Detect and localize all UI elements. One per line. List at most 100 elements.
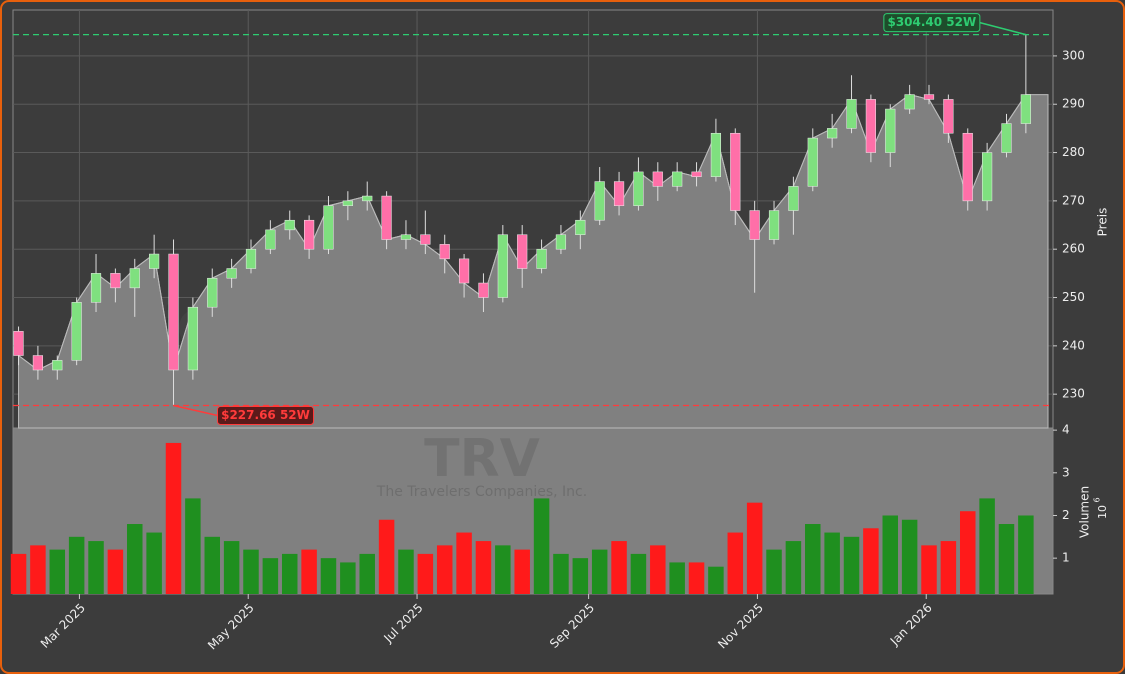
volume-bar <box>320 558 337 594</box>
candle <box>13 326 24 366</box>
volume-bar <box>88 541 104 594</box>
candle-body <box>304 219 315 250</box>
candle <box>749 200 760 293</box>
candle-body <box>90 273 102 303</box>
candle <box>575 210 586 250</box>
candle <box>652 162 663 201</box>
candle <box>807 128 818 192</box>
candle-body <box>749 210 760 240</box>
volume-bar <box>30 545 46 594</box>
candle-body <box>52 360 63 371</box>
candle <box>672 162 683 192</box>
candle <box>594 167 605 226</box>
candle <box>265 220 276 255</box>
candle <box>497 225 508 303</box>
volume-bar <box>281 553 298 594</box>
candle <box>768 200 780 245</box>
volume-bar <box>824 532 840 594</box>
candle-body <box>149 253 160 269</box>
annotation-label: $304.40 52W <box>887 15 976 29</box>
y-tick-label: 300 <box>1062 48 1085 62</box>
candle-body <box>962 132 973 202</box>
volume-bar <box>204 536 220 594</box>
volume-bar <box>359 553 375 594</box>
candle <box>962 128 973 211</box>
annotation-arrow <box>979 21 1027 36</box>
y-tick-label: 250 <box>1062 290 1085 304</box>
candle <box>923 84 935 105</box>
volume-bar <box>882 515 899 594</box>
candle <box>439 234 450 274</box>
candle <box>400 220 412 250</box>
volume-bar <box>514 549 530 594</box>
volume-bar <box>68 536 85 594</box>
candle <box>846 75 857 134</box>
candle-body <box>807 137 818 187</box>
volume-bar <box>1018 515 1034 594</box>
y-tick-label: 230 <box>1062 387 1085 401</box>
candle-body <box>245 248 257 269</box>
candle <box>730 128 741 226</box>
candle <box>362 181 373 211</box>
candle-body <box>691 171 702 177</box>
watermark-symbol: TRV <box>424 429 540 489</box>
candle <box>110 268 121 303</box>
volume-axis-label: Volumen <box>1078 486 1092 538</box>
volume-bar <box>243 549 259 594</box>
candle <box>52 355 63 380</box>
volume-bar <box>301 549 317 594</box>
candle-body <box>226 268 237 279</box>
candle <box>149 234 160 279</box>
candle <box>381 191 392 250</box>
volume-bar <box>165 442 182 594</box>
volume-bar <box>746 502 763 594</box>
volume-bar <box>475 541 492 594</box>
volume-bar <box>805 524 821 594</box>
y-tick-label: 260 <box>1062 242 1085 256</box>
volume-bar <box>650 545 666 594</box>
candle-body <box>517 234 528 269</box>
annotation-box <box>217 405 315 425</box>
candle-body <box>284 219 295 231</box>
volume-bar <box>863 528 879 594</box>
volume-bar <box>185 498 201 594</box>
candle-body <box>788 186 799 211</box>
volume-bar <box>727 532 744 594</box>
volume-bar <box>49 549 66 594</box>
y-tick-label: 290 <box>1062 97 1085 111</box>
candle <box>245 239 257 274</box>
candle-body <box>32 355 43 371</box>
volume-bar <box>921 545 937 594</box>
volume-multiplier-exp: 6 <box>1093 497 1102 502</box>
volume-bar <box>262 558 279 594</box>
candle-body <box>613 181 625 206</box>
volume-bar <box>766 549 782 594</box>
candle-body <box>187 306 198 371</box>
candle <box>342 191 353 221</box>
candle-body <box>420 234 431 245</box>
candle-body <box>323 205 334 250</box>
candle-body <box>168 253 179 371</box>
volume-bar <box>959 511 976 594</box>
candle-body <box>265 229 276 250</box>
candle <box>129 258 140 317</box>
volume-bar <box>223 541 240 594</box>
candle <box>943 94 954 143</box>
candle-body <box>594 181 605 221</box>
volume-bar <box>979 498 995 594</box>
volume-bar <box>708 566 724 594</box>
y-tick-label: 2 <box>1062 508 1070 522</box>
candle-body <box>71 302 82 361</box>
volume-bar <box>843 536 860 594</box>
candle-body <box>362 195 373 202</box>
volume-bar <box>901 519 918 594</box>
y-tick-label: 1 <box>1062 551 1070 565</box>
volume-multiplier: 10 <box>1096 505 1109 519</box>
volume-bar <box>669 562 685 594</box>
volume-bar <box>940 541 957 594</box>
candle-body <box>342 200 353 206</box>
candle-body <box>710 132 722 177</box>
volume-bar <box>495 545 511 594</box>
candle <box>304 215 315 259</box>
